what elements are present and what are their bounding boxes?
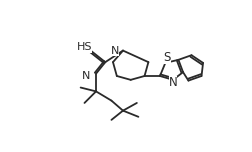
Text: N: N [111, 46, 119, 56]
Text: N: N [82, 71, 91, 81]
Text: S: S [163, 51, 171, 64]
Text: N: N [169, 76, 177, 89]
Text: HS: HS [77, 43, 92, 52]
